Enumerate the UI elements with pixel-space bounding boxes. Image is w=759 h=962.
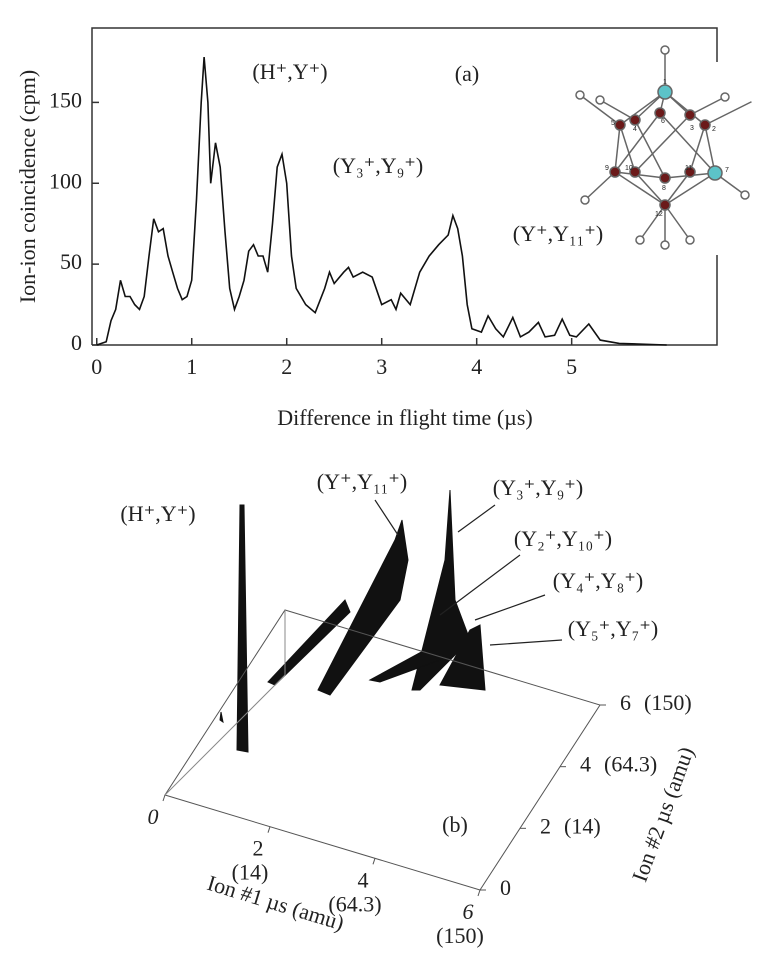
y-tick-label: 100 bbox=[49, 168, 82, 193]
y-amu-label: (64.3) bbox=[604, 752, 657, 777]
surface-peaks bbox=[219, 489, 486, 753]
x-tick-label: 3 bbox=[376, 354, 387, 379]
y-tick-label: 2 bbox=[540, 813, 551, 838]
atom-label: 8 bbox=[662, 185, 666, 192]
atom-label: 6 bbox=[661, 118, 665, 125]
x-tick-label: 1 bbox=[186, 354, 197, 379]
y-tick-label: 50 bbox=[60, 249, 82, 274]
x-tick-label: 5 bbox=[566, 354, 577, 379]
atom-label: 12 bbox=[655, 211, 663, 218]
annotation: (Y₃⁺,Y₉⁺) bbox=[493, 475, 584, 500]
atom-label: 9 bbox=[605, 165, 609, 172]
data-line bbox=[96, 57, 667, 346]
molecule-inset bbox=[575, 45, 759, 250]
atom-label: 5 bbox=[611, 120, 615, 127]
x-tick-label: 0 bbox=[91, 354, 102, 379]
y-tick-label: 0 bbox=[71, 330, 82, 355]
x-axis-label: Ion #1 µs (amu) bbox=[204, 870, 347, 935]
x-tick-label: 4 bbox=[358, 867, 369, 892]
y-tick-label: 4 bbox=[580, 752, 591, 777]
x-tick bbox=[372, 858, 376, 865]
x-tick bbox=[162, 794, 166, 802]
annotation: (Y₃⁺,Y₉⁺) bbox=[333, 153, 424, 178]
x-tick-label: 2 bbox=[281, 354, 292, 379]
x-tick bbox=[477, 889, 481, 897]
atom-label: 3 bbox=[690, 125, 694, 132]
x-amu-label: (64.3) bbox=[328, 891, 381, 916]
y-amu-label: (150) bbox=[644, 690, 692, 715]
x-amu-label: (14) bbox=[232, 860, 269, 885]
annotation-arrows bbox=[374, 499, 563, 646]
annotation: (Y⁺,Y₁₁⁺) bbox=[317, 469, 408, 494]
annotation: (a) bbox=[455, 61, 479, 86]
atom-label: 1 bbox=[663, 79, 667, 86]
y-axis-label: Ion-ion coincidence (cpm) bbox=[15, 70, 40, 303]
floor bbox=[164, 609, 601, 891]
x-tick-label: 6 bbox=[463, 899, 474, 924]
atom-label: 10 bbox=[625, 165, 633, 172]
atom-label: 2 bbox=[712, 126, 716, 133]
x-amu-label: (150) bbox=[436, 923, 484, 948]
atom-label: 7 bbox=[725, 167, 729, 174]
plot-frame bbox=[91, 27, 718, 346]
x-tick-label: 2 bbox=[253, 836, 264, 861]
back-wall bbox=[164, 674, 286, 796]
annotation: (Y₂⁺,Y₁₀⁺) bbox=[514, 526, 612, 551]
x-tick bbox=[267, 826, 271, 833]
annotation: (H⁺,Y⁺) bbox=[252, 59, 327, 84]
x-axis-label: Difference in flight time (µs) bbox=[277, 405, 532, 430]
y-tick-label: 150 bbox=[49, 87, 82, 112]
y-tick-label: 6 bbox=[620, 690, 631, 715]
atom-label: 4 bbox=[633, 126, 637, 133]
annotation: (b) bbox=[442, 812, 468, 837]
annotation: (Y₅⁺,Y₇⁺) bbox=[568, 616, 659, 641]
y-amu-label: (14) bbox=[564, 813, 601, 838]
annotation: (H⁺,Y⁺) bbox=[120, 501, 195, 526]
annotation: (Y₄⁺,Y₈⁺) bbox=[553, 568, 644, 593]
y-tick-label: 0 bbox=[500, 875, 511, 900]
x-tick-label: 4 bbox=[471, 354, 482, 379]
atom-label: 11 bbox=[685, 165, 692, 172]
annotation: (Y⁺,Y₁₁⁺) bbox=[513, 221, 604, 246]
x-tick-label: 0 bbox=[148, 804, 159, 829]
